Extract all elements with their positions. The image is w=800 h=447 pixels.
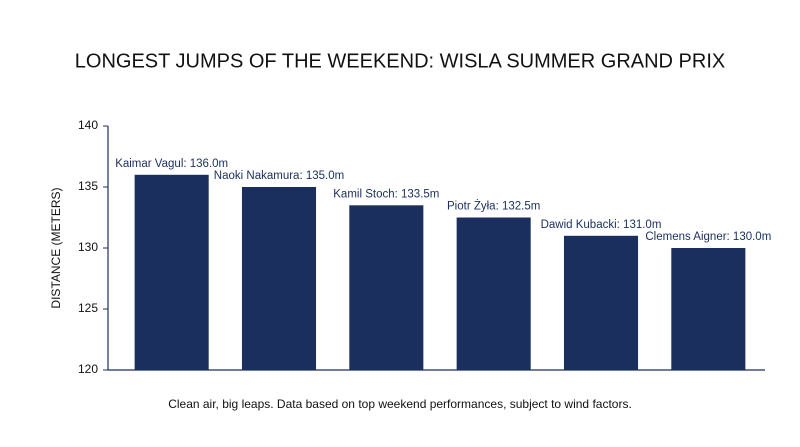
bar [563,235,639,370]
data-label: Naoki Nakamura: 135.0m [214,170,344,182]
bar [349,205,424,370]
bar [671,248,746,370]
y-tick-label: 140 [78,118,98,132]
bar [456,217,531,370]
data-label: Dawid Kubacki: 131.0m [541,219,662,231]
data-label: Kamil Stoch: 133.5m [333,188,439,200]
y-tick-label: 135 [78,179,98,193]
chart-subtitle: Clean air, big leaps. Data based on top … [168,397,632,411]
y-tick-label: 125 [78,301,98,315]
y-tick-label: 120 [78,362,98,376]
bar [241,187,317,370]
chart-title: LONGEST JUMPS OF THE WEEKEND: WISLA SUMM… [75,50,725,72]
data-label: Kaimar Vagul: 136.0m [115,158,228,170]
data-label: Clemens Aigner: 130.0m [645,231,771,243]
data-label: Piotr Żyła: 132.5m [447,200,540,213]
y-tick-label: 130 [78,240,98,254]
y-axis-label: DISTANCE (METERS) [49,187,63,308]
bar [134,174,209,370]
